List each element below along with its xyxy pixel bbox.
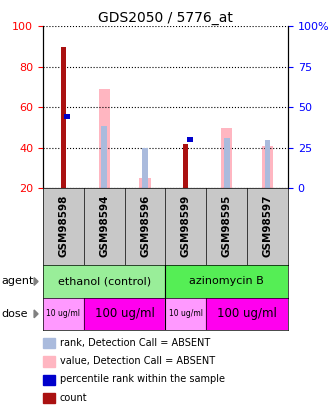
Text: rank, Detection Call = ABSENT: rank, Detection Call = ABSENT <box>60 338 210 348</box>
Bar <box>139 178 151 188</box>
Text: GSM98599: GSM98599 <box>181 194 191 257</box>
Text: GSM98594: GSM98594 <box>99 194 109 257</box>
Bar <box>183 144 188 188</box>
Text: value, Detection Call = ABSENT: value, Detection Call = ABSENT <box>60 356 215 366</box>
Bar <box>221 128 232 188</box>
Bar <box>61 47 66 188</box>
Text: azinomycin B: azinomycin B <box>189 277 264 286</box>
Bar <box>84 298 166 330</box>
Text: dose: dose <box>2 309 28 319</box>
Title: GDS2050 / 5776_at: GDS2050 / 5776_at <box>98 11 233 25</box>
Text: ethanol (control): ethanol (control) <box>58 277 151 286</box>
Text: 10 ug/ml: 10 ug/ml <box>46 309 80 318</box>
Bar <box>265 140 270 188</box>
Bar <box>99 89 110 188</box>
Text: percentile rank within the sample: percentile rank within the sample <box>60 375 224 384</box>
Bar <box>43 298 84 330</box>
Bar <box>166 265 288 298</box>
Bar <box>187 137 193 142</box>
Text: GSM98597: GSM98597 <box>262 194 272 257</box>
Bar <box>142 148 148 188</box>
Text: GSM98598: GSM98598 <box>59 194 69 257</box>
Bar <box>206 298 288 330</box>
Bar <box>101 126 107 188</box>
Text: 100 ug/ml: 100 ug/ml <box>95 307 155 320</box>
Text: agent: agent <box>2 277 34 286</box>
Text: GSM98596: GSM98596 <box>140 194 150 257</box>
Text: 100 ug/ml: 100 ug/ml <box>217 307 277 320</box>
Bar <box>43 265 166 298</box>
Text: count: count <box>60 393 87 403</box>
Bar <box>166 298 206 330</box>
Text: 10 ug/ml: 10 ug/ml <box>169 309 203 318</box>
Bar <box>262 146 273 188</box>
Bar <box>224 138 230 188</box>
Text: GSM98595: GSM98595 <box>222 194 232 257</box>
Bar <box>65 115 70 119</box>
